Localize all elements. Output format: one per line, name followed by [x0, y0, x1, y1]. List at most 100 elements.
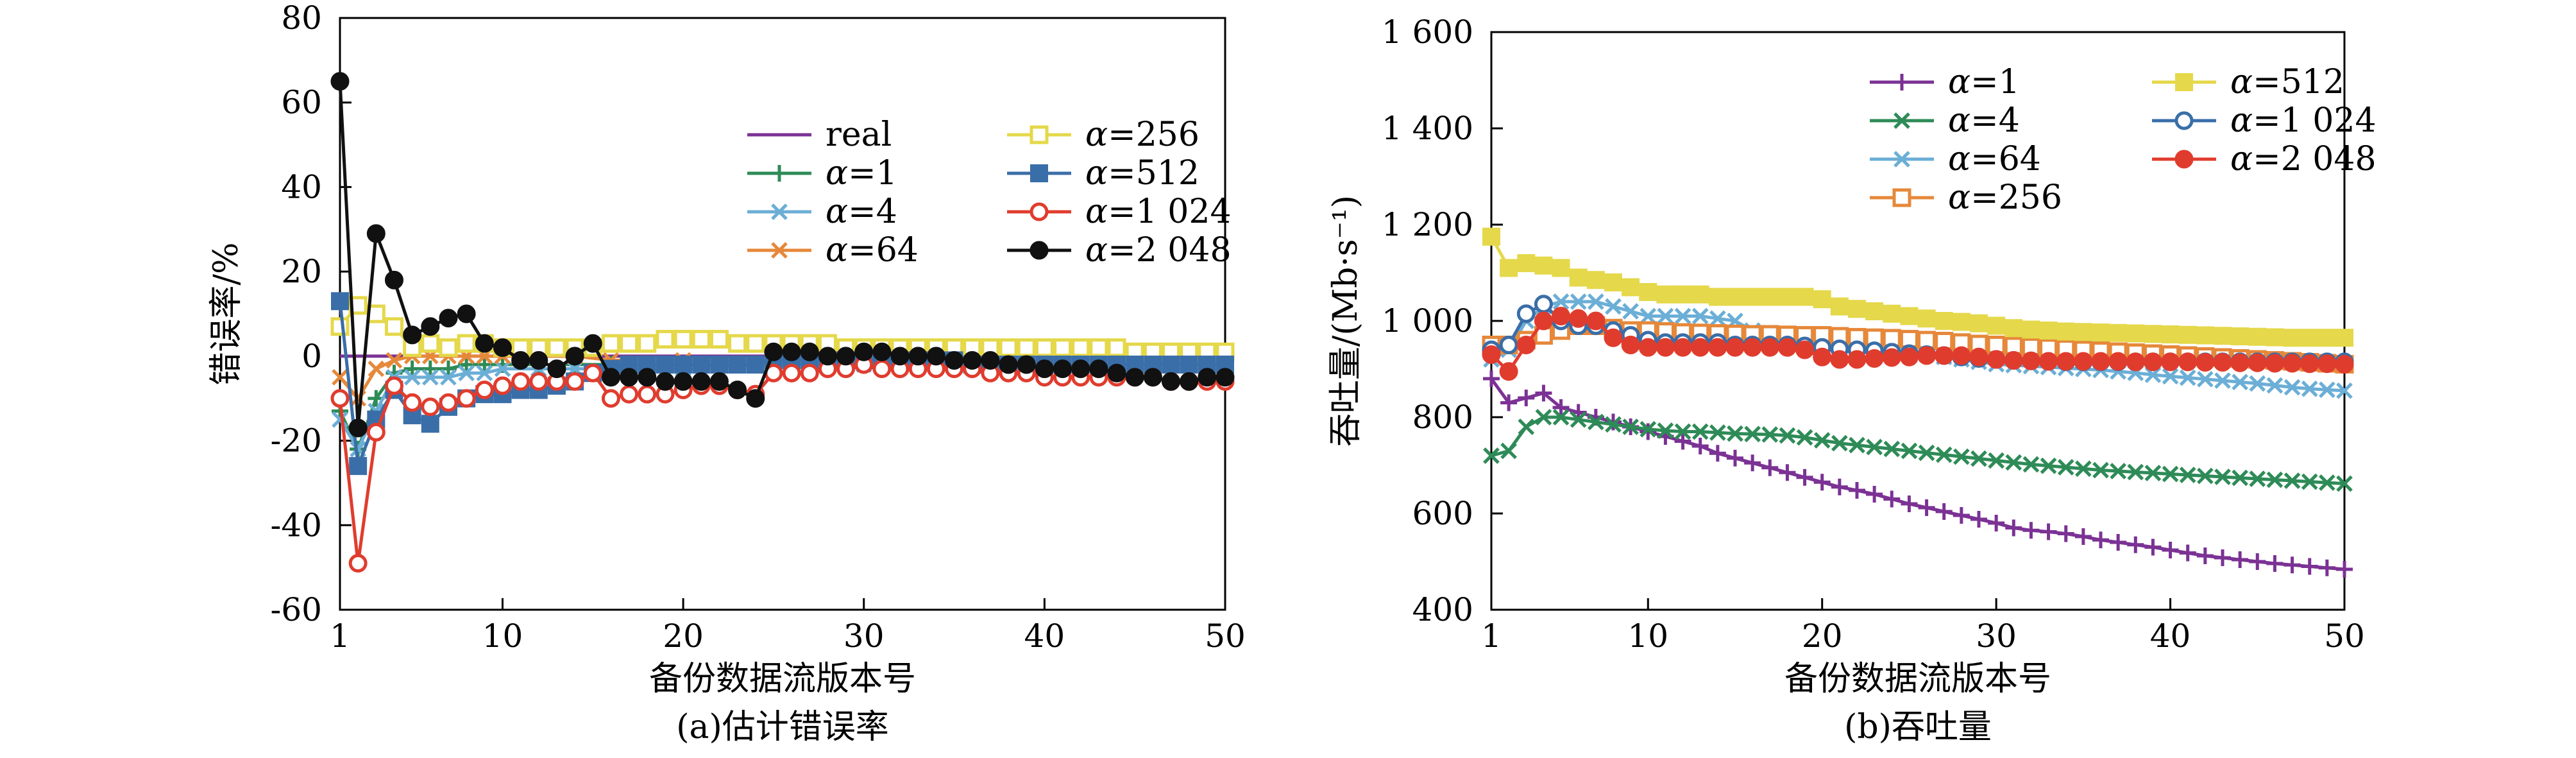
- legend-label: α=1 024: [2230, 101, 2377, 140]
- data-point: [1622, 278, 1640, 297]
- data-point: [1743, 338, 1762, 357]
- data-point: [2074, 323, 2092, 341]
- x-tick-label: 1: [330, 617, 350, 655]
- y-tick-label: 1 200: [1382, 206, 1473, 243]
- x-tick-label: 20: [663, 617, 704, 655]
- data-point: [1499, 336, 1518, 354]
- data-point: [2179, 369, 2196, 386]
- data-point: [2214, 469, 2231, 485]
- legend-marker: [771, 242, 788, 259]
- data-point: [1640, 423, 1657, 440]
- data-point: [1552, 409, 1570, 426]
- data-point: [1604, 273, 1622, 291]
- x-tick-label: 40: [1024, 617, 1065, 655]
- data-point: [1534, 295, 1553, 314]
- data-point: [2162, 465, 2179, 483]
- data-point: [1883, 304, 1901, 323]
- data-point: [511, 350, 530, 370]
- data-point: [2319, 381, 2335, 399]
- data-point: [890, 347, 910, 366]
- data-point: [1970, 511, 1987, 528]
- data-point: [2336, 382, 2353, 399]
- data-point: [2021, 351, 2040, 370]
- data-point: [1180, 356, 1198, 374]
- data-point: [1849, 482, 1865, 499]
- data-point: [2179, 544, 2196, 562]
- legend-item: α=2 048: [2152, 140, 2377, 178]
- data-point: [854, 342, 874, 361]
- data-point: [439, 360, 457, 377]
- data-point: [458, 356, 475, 374]
- data-point: [403, 393, 422, 412]
- data-point: [547, 359, 566, 379]
- data-point: [2127, 536, 2144, 553]
- data-point: [1849, 436, 1865, 454]
- data-point: [2110, 534, 2127, 551]
- data-point: [2091, 352, 2110, 371]
- data-point: [1918, 499, 1935, 516]
- data-point: [2197, 370, 2214, 388]
- data-point: [1657, 422, 1674, 439]
- data-point: [1500, 259, 1518, 277]
- x-tick-label: 10: [1627, 617, 1668, 655]
- data-point: [2005, 454, 2022, 471]
- data-point: [2178, 325, 2197, 344]
- data-point: [1727, 425, 1743, 442]
- data-point: [1708, 338, 1727, 357]
- data-point: [710, 356, 729, 374]
- data-point: [2162, 542, 2179, 558]
- data-point: [1017, 338, 1036, 357]
- data-point: [728, 356, 747, 374]
- data-point: [1516, 304, 1536, 323]
- data-point: [2005, 519, 2022, 537]
- data-point: [2196, 547, 2214, 564]
- data-point: [1053, 359, 1072, 379]
- data-point: [1535, 384, 1552, 402]
- data-point: [2232, 469, 2248, 487]
- data-point: [1883, 440, 1901, 458]
- data-point: [1709, 424, 1726, 441]
- data-point: [746, 389, 765, 408]
- data-point: [2074, 352, 2093, 371]
- data-point: [1534, 311, 1553, 331]
- data-point: [1552, 307, 1571, 325]
- data-point: [2057, 459, 2074, 476]
- y-tick-label: 40: [281, 168, 322, 205]
- data-point: [2266, 471, 2284, 488]
- data-point: [1089, 359, 1108, 379]
- data-point: [2196, 353, 2215, 372]
- y-tick-label: 20: [281, 253, 322, 290]
- x-axis-label-a: 备份数据流版本号: [649, 660, 916, 698]
- data-point: [2074, 528, 2092, 545]
- y-tick-label: 800: [1412, 399, 1473, 436]
- data-point: [1125, 368, 1144, 387]
- data-point: [1674, 423, 1691, 440]
- data-point: [421, 334, 440, 353]
- data-point: [2022, 456, 2040, 473]
- data-point: [926, 347, 945, 366]
- data-point: [348, 418, 368, 438]
- y-tick-label: 1 400: [1382, 110, 1473, 147]
- data-point: [2040, 457, 2057, 474]
- data-point: [2248, 327, 2267, 346]
- axes-b: 400 600 800 1 000 1 200 1 400 1 600 1 10 20 30 40 50: [1382, 13, 2365, 655]
- data-point: [1760, 338, 1779, 357]
- data-point: [1570, 293, 1587, 310]
- data-point: [2231, 327, 2250, 345]
- data-point: [1847, 350, 1867, 369]
- series-0: [1483, 370, 2353, 578]
- data-point: [2318, 354, 2337, 374]
- data-point: [674, 356, 693, 374]
- data-point: [2300, 354, 2319, 374]
- data-point: [872, 359, 892, 379]
- data-point: [782, 342, 801, 361]
- data-point: [1865, 302, 1884, 320]
- data-point: [1639, 283, 1657, 301]
- data-point: [1516, 336, 1536, 354]
- data-point: [1777, 338, 1797, 357]
- data-point: [384, 317, 403, 336]
- data-point: [1569, 268, 1588, 287]
- data-point: [565, 347, 584, 366]
- data-point: [1830, 350, 1849, 369]
- series-line: [1491, 415, 2345, 485]
